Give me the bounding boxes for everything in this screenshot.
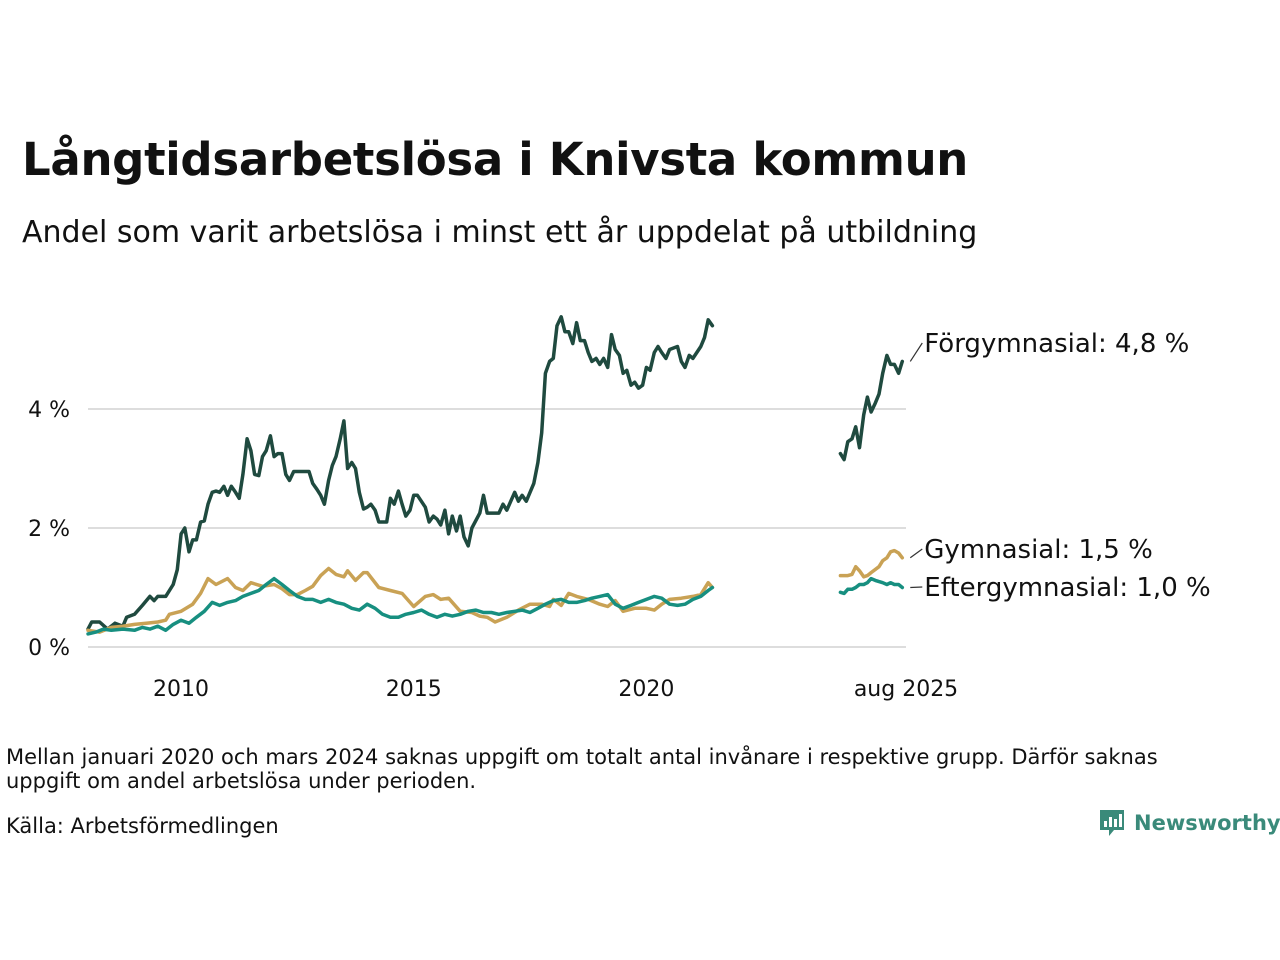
x-tick-label: 2015 <box>386 677 442 702</box>
series-line-gymnasial-0 <box>86 566 715 634</box>
bar-chart-speech-bubble-icon <box>1100 810 1124 836</box>
label-leader-line <box>909 342 923 362</box>
footnote: Mellan januari 2020 och mars 2024 saknas… <box>6 745 1158 793</box>
y-axis-ticks: 0 % 2 % 4 % <box>28 398 70 661</box>
line-chart: 0 % 2 % 4 % 2010 2015 2020 aug 2025 Förgymnas… <box>28 315 1211 702</box>
series-line-eftergymnasial-1 <box>838 576 905 596</box>
brand-logo: Newsworthy <box>1098 808 1280 838</box>
chart-title: Långtidsarbetslösa i Knivsta kommun <box>22 133 969 186</box>
series-line-eftergymnasial-0 <box>86 576 715 636</box>
gridlines <box>88 408 906 648</box>
x-tick-label: 2020 <box>618 677 674 702</box>
series-line-förgymnasial-1 <box>838 353 905 462</box>
label-leader-line <box>910 586 923 589</box>
chart-subtitle: Andel som varit arbetslösa i minst ett å… <box>22 215 978 250</box>
source-note: Källa: Arbetsförmedlingen <box>6 814 279 838</box>
x-axis-ticks: 2010 2015 2020 aug 2025 <box>153 677 958 702</box>
y-tick-label: 4 % <box>28 398 70 423</box>
label-leader-line <box>909 548 923 559</box>
x-tick-label: 2010 <box>153 677 209 702</box>
series-line-förgymnasial-0 <box>86 315 715 631</box>
series-end-labels: Förgymnasial: 4,8 % Gymnasial: 1,5 % Efter… <box>909 329 1211 603</box>
y-tick-label: 2 % <box>28 517 70 542</box>
series-lines <box>86 315 905 636</box>
brand-name: Newsworthy <box>1134 811 1280 835</box>
x-tick-label: aug 2025 <box>854 677 958 702</box>
series-end-label: Eftergymnasial: 1,0 % <box>924 573 1210 603</box>
series-line-gymnasial-1 <box>838 548 905 579</box>
series-end-label: Gymnasial: 1,5 % <box>924 535 1153 565</box>
series-end-label: Förgymnasial: 4,8 % <box>924 329 1189 359</box>
y-tick-label: 0 % <box>28 636 70 661</box>
